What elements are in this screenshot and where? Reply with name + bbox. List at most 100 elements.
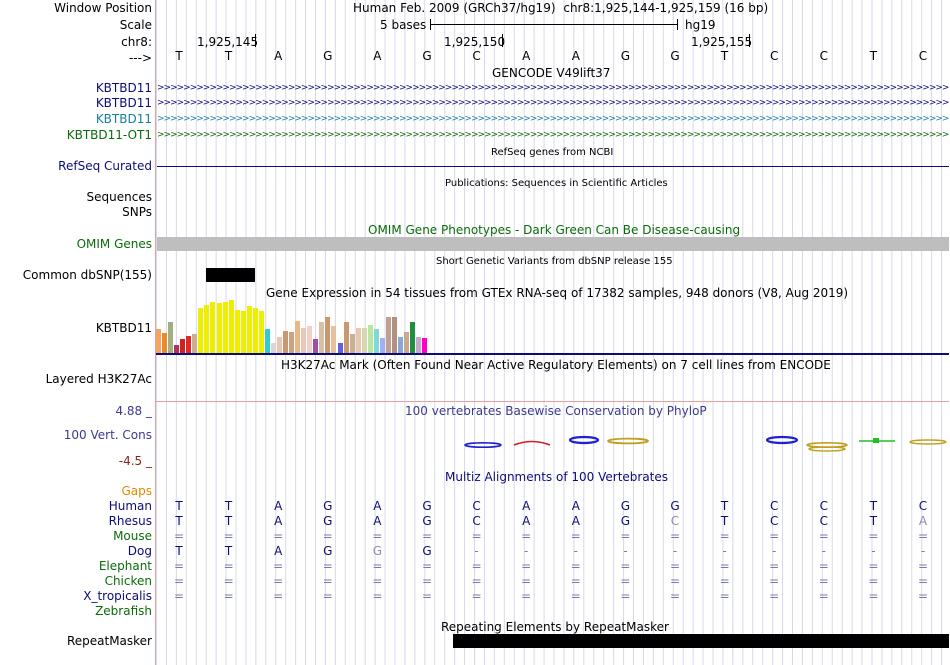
alignment-base: A bbox=[274, 544, 283, 558]
species-label[interactable]: Dog bbox=[127, 544, 152, 558]
alignment-base: - bbox=[821, 544, 826, 558]
gtex-bar[interactable] bbox=[180, 339, 186, 353]
alignment-base: = bbox=[521, 574, 532, 588]
alignment-base: = bbox=[223, 559, 234, 573]
gtex-bar[interactable] bbox=[367, 325, 373, 353]
alignment-base: = bbox=[620, 574, 631, 588]
alignment-base: C bbox=[472, 499, 481, 513]
gtex-bar[interactable] bbox=[385, 317, 391, 353]
alignment-base: = bbox=[769, 559, 780, 573]
alignment-base: = bbox=[421, 529, 433, 543]
reference-base: A bbox=[522, 49, 531, 63]
chr-label: chr8: bbox=[121, 35, 152, 49]
gtex-bar[interactable] bbox=[258, 311, 264, 353]
dbsnp-label[interactable]: Common dbSNP(155) bbox=[22, 268, 152, 282]
gtex-bar[interactable] bbox=[337, 343, 343, 353]
gtex-bar[interactable] bbox=[295, 321, 301, 353]
h3k27ac-label[interactable]: Layered H3K27Ac bbox=[45, 372, 152, 386]
gtex-bar[interactable] bbox=[404, 332, 410, 353]
publications-sequences-label[interactable]: Sequences bbox=[86, 190, 152, 204]
gencode-transcript-2[interactable]: >>>>>>>>>>>>>>>>>>>>>>>>>>>>>>>>>>>>>>>>… bbox=[157, 98, 949, 108]
species-label[interactable]: Human bbox=[108, 499, 152, 513]
gtex-bar[interactable] bbox=[398, 337, 403, 353]
gencode-label-2[interactable]: KBTBD11 bbox=[95, 96, 152, 110]
assembly-text: Human Feb. 2009 (GRCh37/hg19) chr8:1,925… bbox=[353, 1, 768, 15]
gencode-transcript-4[interactable]: >>>>>>>>>>>>>>>>>>>>>>>>>>>>>>>>>>>>>>>>… bbox=[157, 130, 949, 140]
refseq-label[interactable]: RefSeq Curated bbox=[58, 159, 152, 173]
gtex-bar[interactable] bbox=[331, 326, 337, 353]
species-label[interactable]: Chicken bbox=[104, 574, 152, 588]
gtex-bar[interactable] bbox=[174, 345, 180, 353]
gtex-bar[interactable] bbox=[270, 343, 276, 353]
gtex-bar[interactable] bbox=[252, 308, 258, 353]
species-label[interactable]: Zebrafish bbox=[95, 604, 152, 618]
publications-snps-label[interactable]: SNPs bbox=[122, 205, 152, 219]
species-label[interactable]: Rhesus bbox=[108, 514, 152, 528]
gtex-bar[interactable] bbox=[410, 322, 416, 353]
alignment-base: C bbox=[769, 499, 779, 513]
gencode-label-1[interactable]: KBTBD11 bbox=[95, 81, 152, 95]
repeatmasker-element[interactable] bbox=[453, 634, 949, 648]
refseq-gene-line[interactable] bbox=[157, 166, 949, 167]
alignment-base: = bbox=[421, 589, 433, 603]
alignment-base: G bbox=[422, 514, 432, 528]
gtex-bar[interactable] bbox=[222, 302, 228, 353]
species-label[interactable]: Mouse bbox=[113, 529, 152, 543]
alignment-base: T bbox=[224, 499, 233, 513]
gtex-bar[interactable] bbox=[422, 338, 428, 353]
gtex-bar[interactable] bbox=[246, 306, 252, 353]
gtex-bar[interactable] bbox=[325, 317, 331, 353]
gtex-chart[interactable] bbox=[156, 300, 536, 353]
alignment-base: = bbox=[322, 529, 333, 543]
phylop-logo[interactable] bbox=[156, 430, 950, 454]
gtex-bar[interactable] bbox=[210, 302, 216, 353]
gtex-bar[interactable] bbox=[313, 339, 319, 353]
gtex-bar[interactable] bbox=[343, 322, 349, 353]
gtex-bar[interactable] bbox=[379, 338, 385, 353]
gtex-bar[interactable] bbox=[277, 337, 282, 353]
gtex-bar[interactable] bbox=[234, 310, 240, 353]
gtex-bar[interactable] bbox=[416, 337, 422, 353]
gtex-bar[interactable] bbox=[355, 328, 361, 353]
species-label[interactable]: X_tropicalis bbox=[83, 589, 152, 603]
gtex-bar[interactable] bbox=[289, 332, 295, 353]
gtex-bar[interactable] bbox=[186, 336, 192, 353]
gtex-bar[interactable] bbox=[216, 303, 222, 353]
gencode-label-3[interactable]: KBTBD11 bbox=[95, 112, 152, 126]
gtex-bar[interactable] bbox=[156, 329, 161, 353]
gtex-bar[interactable] bbox=[307, 326, 313, 353]
gtex-bar[interactable] bbox=[361, 328, 367, 353]
alignment-base: = bbox=[868, 559, 879, 573]
gtex-bar[interactable] bbox=[373, 329, 379, 353]
multiz-gaps-label[interactable]: Gaps bbox=[121, 484, 152, 498]
position-text[interactable]: chr8:1,925,144-1,925,159 (16 bp) bbox=[563, 1, 769, 15]
phylop-label[interactable]: 100 Vert. Cons bbox=[63, 428, 152, 442]
omim-gene-block[interactable] bbox=[157, 237, 949, 251]
gtex-bar[interactable] bbox=[198, 308, 204, 353]
alignment-base: C bbox=[918, 499, 928, 513]
alignment-base: = bbox=[570, 574, 581, 588]
gencode-transcript-1[interactable]: >>>>>>>>>>>>>>>>>>>>>>>>>>>>>>>>>>>>>>>>… bbox=[157, 83, 949, 93]
gtex-bar[interactable] bbox=[301, 328, 307, 353]
alignment-base: A bbox=[274, 499, 283, 513]
gencode-transcript-3[interactable]: >>>>>>>>>>>>>>>>>>>>>>>>>>>>>>>>>>>>>>>>… bbox=[157, 114, 949, 124]
gtex-bar[interactable] bbox=[204, 305, 210, 353]
gtex-bar[interactable] bbox=[319, 322, 325, 353]
gtex-bar[interactable] bbox=[264, 329, 270, 353]
gtex-bar[interactable] bbox=[349, 334, 355, 353]
omim-label[interactable]: OMIM Genes bbox=[76, 237, 152, 251]
gencode-label-4[interactable]: KBTBD11-OT1 bbox=[66, 128, 152, 142]
gtex-bar[interactable] bbox=[240, 311, 246, 353]
gtex-label[interactable]: KBTBD11 bbox=[95, 321, 152, 335]
gtex-bar[interactable] bbox=[168, 322, 174, 353]
gtex-bar[interactable] bbox=[391, 317, 397, 353]
gtex-bar[interactable] bbox=[192, 334, 198, 353]
gtex-bar[interactable] bbox=[228, 300, 234, 353]
gtex-bar[interactable] bbox=[283, 331, 289, 353]
reference-base: T bbox=[869, 49, 878, 63]
reference-base: T bbox=[175, 49, 183, 63]
species-label[interactable]: Elephant bbox=[98, 559, 152, 573]
repeatmasker-label[interactable]: RepeatMasker bbox=[66, 634, 152, 648]
dbsnp-variant[interactable] bbox=[206, 268, 255, 282]
gtex-bar[interactable] bbox=[162, 333, 168, 353]
